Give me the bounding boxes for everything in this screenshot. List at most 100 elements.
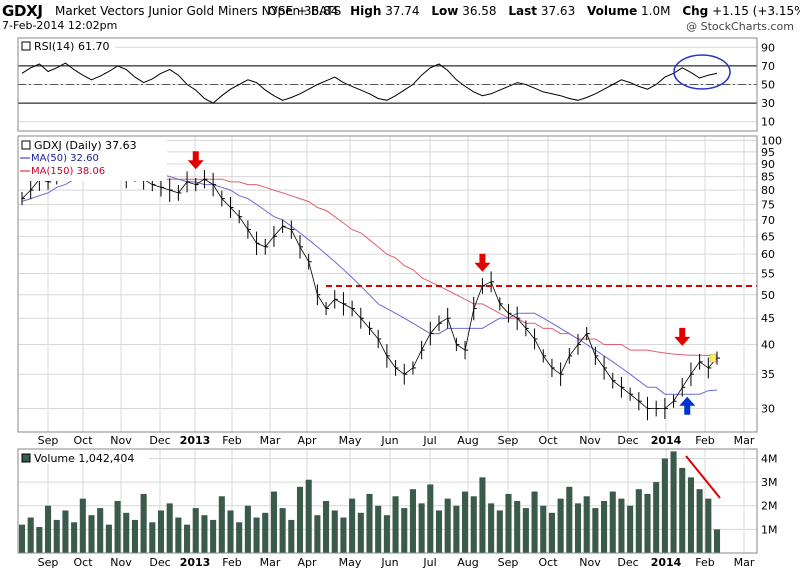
volume-bar [227, 510, 234, 553]
volume-bar [279, 508, 286, 553]
x-tick-label: Apr [297, 434, 317, 447]
x-tick-label: Feb [222, 556, 241, 569]
volume-bar [79, 498, 86, 553]
volume-bar [140, 493, 147, 553]
volume-bar [97, 508, 104, 553]
price-tick-label: 55 [761, 268, 775, 281]
volume-bar [679, 467, 686, 553]
volume-bar [236, 522, 243, 553]
brand-watermark: @ StockCharts.com [686, 20, 794, 33]
volume-bar [53, 519, 60, 553]
x-tick-label: Jun [380, 556, 398, 569]
volume-bar [210, 519, 217, 553]
rsi-tick-label: 10 [761, 116, 775, 129]
volume-bar [392, 496, 399, 553]
security-name: Market Vectors Junior Gold Miners [55, 4, 258, 18]
volume-bar [383, 515, 390, 553]
x-tick-label: Jun [380, 434, 398, 447]
volume-bar [305, 479, 312, 553]
rsi-line [21, 62, 718, 104]
volume-bar [418, 503, 425, 553]
x-tick-label: Nov [110, 556, 132, 569]
volume-bar [18, 524, 26, 553]
x-tick-label: Nov [579, 556, 601, 569]
volume-bar [349, 498, 356, 553]
x-tick-label: Mar [734, 434, 755, 447]
rsi-tick-label: 90 [761, 41, 775, 54]
x-tick-label: Sep [498, 434, 519, 447]
x-tick-label: May [339, 434, 362, 447]
rsi-panel-frame [17, 37, 758, 132]
x-tick-label: Oct [73, 434, 93, 447]
x-tick-label: Jul [422, 556, 436, 569]
sell-arrow [674, 327, 691, 346]
volume-bar [470, 496, 477, 553]
volume-bar [244, 505, 251, 553]
price-tick-label: 70 [761, 214, 775, 227]
volume-bar [444, 498, 451, 553]
volume-bar [105, 524, 112, 553]
x-tick-label: Nov [110, 434, 132, 447]
price-tick-label: 45 [761, 312, 775, 325]
ma150-legend-label: MA(150) 38.06 [31, 166, 105, 177]
last-value: 37.63 [540, 4, 576, 18]
volume-bar [340, 517, 347, 553]
volume-bar [201, 515, 208, 553]
volume-bar [288, 519, 295, 553]
volume-bar [592, 508, 599, 553]
volume-bar [123, 512, 130, 553]
volume-value: 1.0M [641, 4, 671, 18]
volume-bar [157, 510, 165, 553]
price-tick-label: 65 [761, 230, 775, 243]
price-tick-label: 75 [761, 198, 775, 211]
volume-bar [514, 501, 521, 553]
volume-bar [409, 489, 416, 553]
price-tick-label: 80 [761, 184, 775, 197]
volume-bar [488, 503, 495, 553]
price-tick-label: 35 [761, 368, 775, 381]
volume-bar [88, 515, 95, 553]
price-tick-label: 60 [761, 248, 775, 261]
volume-bar [627, 505, 634, 553]
volume-bar [609, 491, 616, 553]
price-legend-bg [19, 137, 167, 181]
volume-bar [331, 510, 338, 553]
x-tick-label: 2014 [651, 434, 682, 447]
rsi-label: RSI(14) 61.70 [34, 40, 109, 53]
volume-panel-frame [17, 448, 758, 554]
x-tick-label: Aug [457, 556, 478, 569]
volume-bar [505, 493, 512, 553]
volume-bar [635, 489, 642, 553]
high-label: High [350, 4, 382, 18]
volume-bar [566, 486, 573, 553]
buy-arrow [679, 396, 696, 415]
ma50-legend-label: MA(50) 32.60 [31, 153, 99, 164]
quote-datetime: 7-Feb-2014 12:02pm [2, 19, 118, 32]
exchange-label: NYSE + BATS [261, 4, 342, 18]
sell-arrow [187, 151, 204, 170]
price-label: GDXJ (Daily) 37.63 [34, 139, 137, 152]
x-tick-label: Mar [734, 556, 755, 569]
rsi-label-bg [19, 39, 115, 53]
volume-bar [71, 522, 78, 553]
volume-bar [557, 498, 564, 553]
x-tick-label: Dec [149, 434, 170, 447]
volume-bar [45, 505, 52, 553]
volume-panel: 1M 2M 3M 4M Volume 1,042,404 Sep Oct Nov Dec 2013… [17, 448, 778, 569]
volume-bar [435, 510, 443, 553]
volume-bar [540, 505, 547, 553]
x-tick-label: 2013 [180, 556, 211, 569]
price-tick-label: 100 [761, 134, 782, 147]
x-tick-label: Sep [38, 556, 59, 569]
volume-bar [713, 529, 721, 553]
price-tick-label: 90 [761, 158, 775, 171]
low-value: 36.58 [462, 4, 497, 18]
volume-bar [496, 510, 503, 553]
volume-bar [270, 491, 277, 553]
price-line [21, 156, 718, 409]
ma50-line [21, 163, 718, 395]
volume-bar [618, 498, 625, 553]
volume-bar [184, 524, 191, 553]
